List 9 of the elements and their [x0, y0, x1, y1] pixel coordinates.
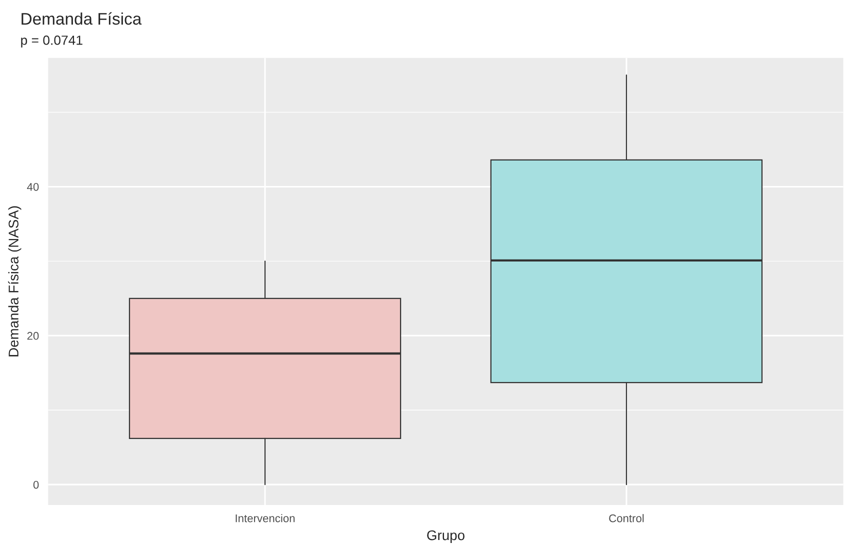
x-axis-title: Grupo — [427, 530, 464, 543]
y-tick-label: 0 — [33, 480, 39, 489]
x-tick-label: Intervencion — [236, 514, 295, 522]
chart-subtitle: p = 0.0741 — [21, 36, 82, 48]
y-axis-title: Demanda Física (NASA) — [8, 206, 22, 356]
y-tick-label: 40 — [27, 182, 39, 191]
x-tick-label: Control — [609, 514, 644, 522]
chart-title: Demanda Física — [22, 12, 142, 25]
y-tick-label: 20 — [27, 332, 39, 340]
